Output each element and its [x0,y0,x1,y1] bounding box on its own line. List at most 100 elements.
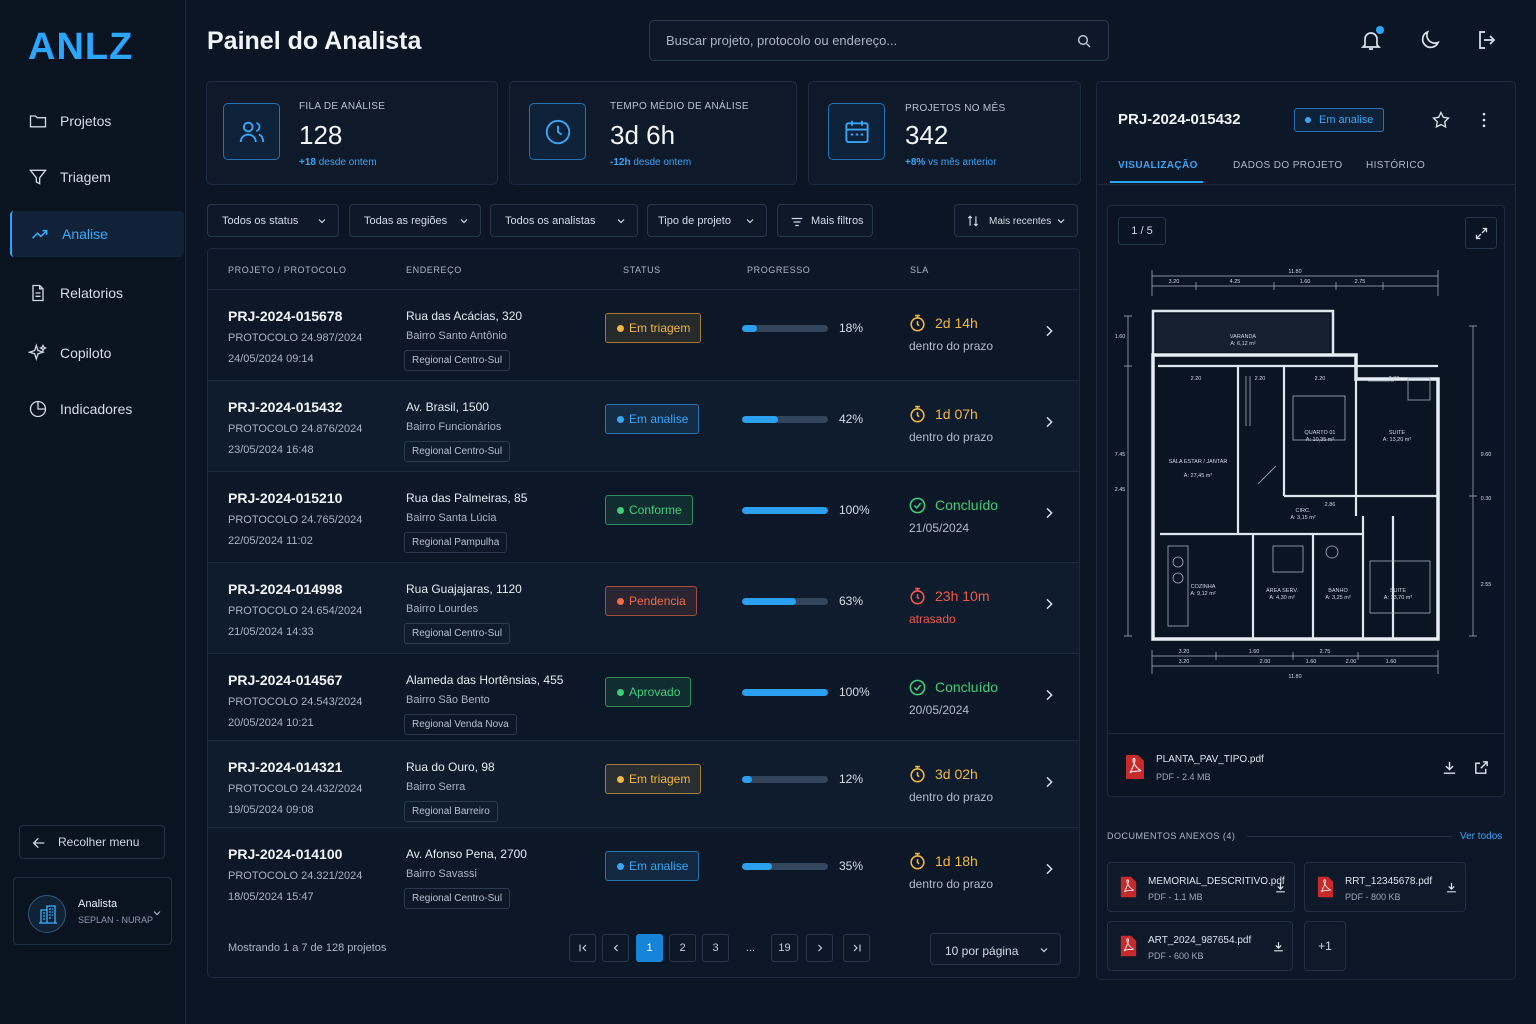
search-icon[interactable] [1076,33,1092,49]
chevron-right-icon[interactable] [1041,861,1057,877]
search-input[interactable] [666,21,1066,60]
table-row[interactable]: PRJ-2024-015432 PROTOCOLO 24.876/2024 23/0… [208,380,1079,471]
expand-button[interactable] [1465,217,1497,249]
sliders-icon [791,217,803,227]
floor-plan-drawing: 11.80 3.20 4.25 1.60 2.75 3.20 1.60 2.75… [1115,269,1492,680]
logout-icon[interactable] [1475,28,1499,52]
table-row[interactable]: PRJ-2024-014567 PROTOCOLO 24.543/2024 20/0… [208,653,1079,744]
status-filter-select[interactable]: Todos os status [207,204,339,237]
download-icon[interactable] [1445,881,1458,894]
sort-select[interactable]: Mais recentes [954,204,1078,237]
star-icon[interactable] [1431,110,1451,130]
page-size-select[interactable]: 10 por página [930,933,1061,965]
sidebar-item-analise[interactable]: Analise [10,211,184,257]
chevron-right-icon[interactable] [1041,774,1057,790]
column-header-status[interactable]: STATUS [623,265,661,275]
collapse-menu-button[interactable]: Recolher menu [19,825,165,859]
project-id[interactable]: PRJ-2024-014998 [228,581,343,597]
chevron-right-icon[interactable] [1041,687,1057,703]
attachment-item[interactable]: ART_2024_987654.pdf PDF - 600 KB [1107,921,1293,971]
page-2-button[interactable]: 2 [669,934,696,962]
see-all-link[interactable]: Ver todos [1460,831,1503,842]
last-page-button[interactable] [843,934,870,962]
user-profile-menu[interactable]: Analista SEPLAN - NURAP [13,877,172,945]
chevron-right-icon[interactable] [1041,596,1057,612]
attachment-item[interactable]: MEMORIAL_DESCRITIVO.pdf PDF - 1.1 MB [1107,862,1295,912]
protocol-number: PROTOCOLO 24.543/2024 [228,696,363,708]
pdf-file-icon [1126,755,1144,779]
plan-inner-dim: 2.86 [1325,502,1336,508]
download-icon[interactable] [1274,881,1287,894]
attachment-meta: PDF - 1.1 MB [1148,892,1203,902]
folder-icon [29,115,47,128]
table-row[interactable]: PRJ-2024-014100 PROTOCOLO 24.321/2024 18/0… [208,827,1079,918]
next-page-button[interactable] [806,934,833,962]
plan-dim-top: 2.75 [1355,279,1366,285]
chevron-right-icon[interactable] [1041,505,1057,521]
plan-dim-left: 7.45 [1115,452,1126,458]
table-row[interactable]: PRJ-2024-015210 PROTOCOLO 24.765/2024 22/0… [208,471,1079,562]
moon-icon[interactable] [1418,28,1442,52]
project-type-filter-select[interactable]: Tipo de projeto [647,204,767,237]
project-id[interactable]: PRJ-2024-015678 [228,308,343,324]
sla-indicator: 1d 18h [908,850,1048,874]
project-id[interactable]: PRJ-2024-015432 [228,399,343,415]
panel-status-label: Em analise [1319,114,1374,126]
kpi-delta-value: +18 [299,157,316,168]
project-id[interactable]: PRJ-2024-015210 [228,490,343,506]
stopwatch-icon [910,852,925,870]
sidebar-item-triagem[interactable]: Triagem [10,154,184,200]
attachment-item[interactable]: RRT_12345678.pdf PDF - 800 KB [1304,862,1466,912]
page-3-button[interactable]: 3 [702,934,729,962]
sidebar-item-indicadores[interactable]: Indicadores [10,386,184,432]
prev-page-button[interactable] [602,934,629,962]
column-header-project[interactable]: PROJETO / PROTOCOLO [228,265,347,275]
sla-indicator: 23h 10m [908,585,1048,609]
plan-room-area: A: 4,30 m² [1269,595,1295,601]
file-name: PLANTA_PAV_TIPO.pdf [1156,754,1264,765]
kpi-card-monthly: PROJETOS NO MÊS 342 +8% vs mês anterior [808,81,1081,185]
kpi-delta-text: vs mês anterior [928,157,997,168]
project-id[interactable]: PRJ-2024-014100 [228,846,343,862]
column-header-address[interactable]: ENDEREÇO [406,265,462,275]
download-icon[interactable] [1441,759,1458,776]
plan-room-name: SALA ESTAR / JANTAR [1169,459,1228,465]
column-header-progress[interactable]: PROGRESSO [747,265,811,275]
region-filter-select[interactable]: Todas as regiões [349,204,481,237]
table-row[interactable]: PRJ-2024-014998 PROTOCOLO 24.654/2024 21/0… [208,562,1079,653]
chevron-right-icon[interactable] [1041,323,1057,339]
more-attachments-button[interactable]: +1 [1304,921,1346,971]
plan-outer-walls [1151,353,1440,641]
sidebar-item-copiloto[interactable]: Copiloto [10,330,184,376]
project-id[interactable]: PRJ-2024-014321 [228,759,343,775]
avatar [28,895,66,933]
tab-historico[interactable]: HISTÓRICO [1366,160,1426,171]
plan-dim-bottom: 1.60 [1306,659,1317,665]
address: Av. Brasil, 1500 [406,400,489,414]
table-row[interactable]: PRJ-2024-014321 PROTOCOLO 24.432/2024 19/0… [208,740,1079,831]
chevron-right-icon [817,944,822,952]
first-page-button[interactable] [569,934,596,962]
filter-label: Tipo de projeto [658,215,731,227]
open-external-icon[interactable] [1473,759,1490,776]
protocol-number: PROTOCOLO 24.432/2024 [228,783,363,795]
panel-project-id: PRJ-2024-015432 [1118,111,1241,128]
more-vertical-icon[interactable] [1474,110,1494,130]
sidebar-item-relatorios[interactable]: Relatorios [10,270,184,316]
tab-dados-do-projeto[interactable]: DADOS DO PROJETO [1233,160,1343,171]
project-id[interactable]: PRJ-2024-014567 [228,672,343,688]
table-row[interactable]: PRJ-2024-015678 PROTOCOLO 24.987/2024 24/0… [208,289,1079,380]
chevron-right-icon[interactable] [1041,414,1057,430]
analyst-filter-select[interactable]: Todos os analistas [490,204,638,237]
sla-value: 3d 02h [935,766,978,782]
more-filters-button[interactable]: Mais filtros [777,204,873,237]
bell-icon[interactable] [1359,28,1383,52]
address: Rua das Acácias, 320 [406,309,523,323]
sidebar-item-projetos[interactable]: Projetos [10,98,184,144]
page-1-button[interactable]: 1 [636,934,663,962]
app-logo[interactable]: ANLZ [28,26,134,68]
page-19-button[interactable]: 19 [771,934,798,962]
tab-visualizacao[interactable]: VISUALIZAÇÃO [1118,160,1198,171]
download-icon[interactable] [1272,940,1285,953]
column-header-sla[interactable]: SLA [910,265,929,275]
